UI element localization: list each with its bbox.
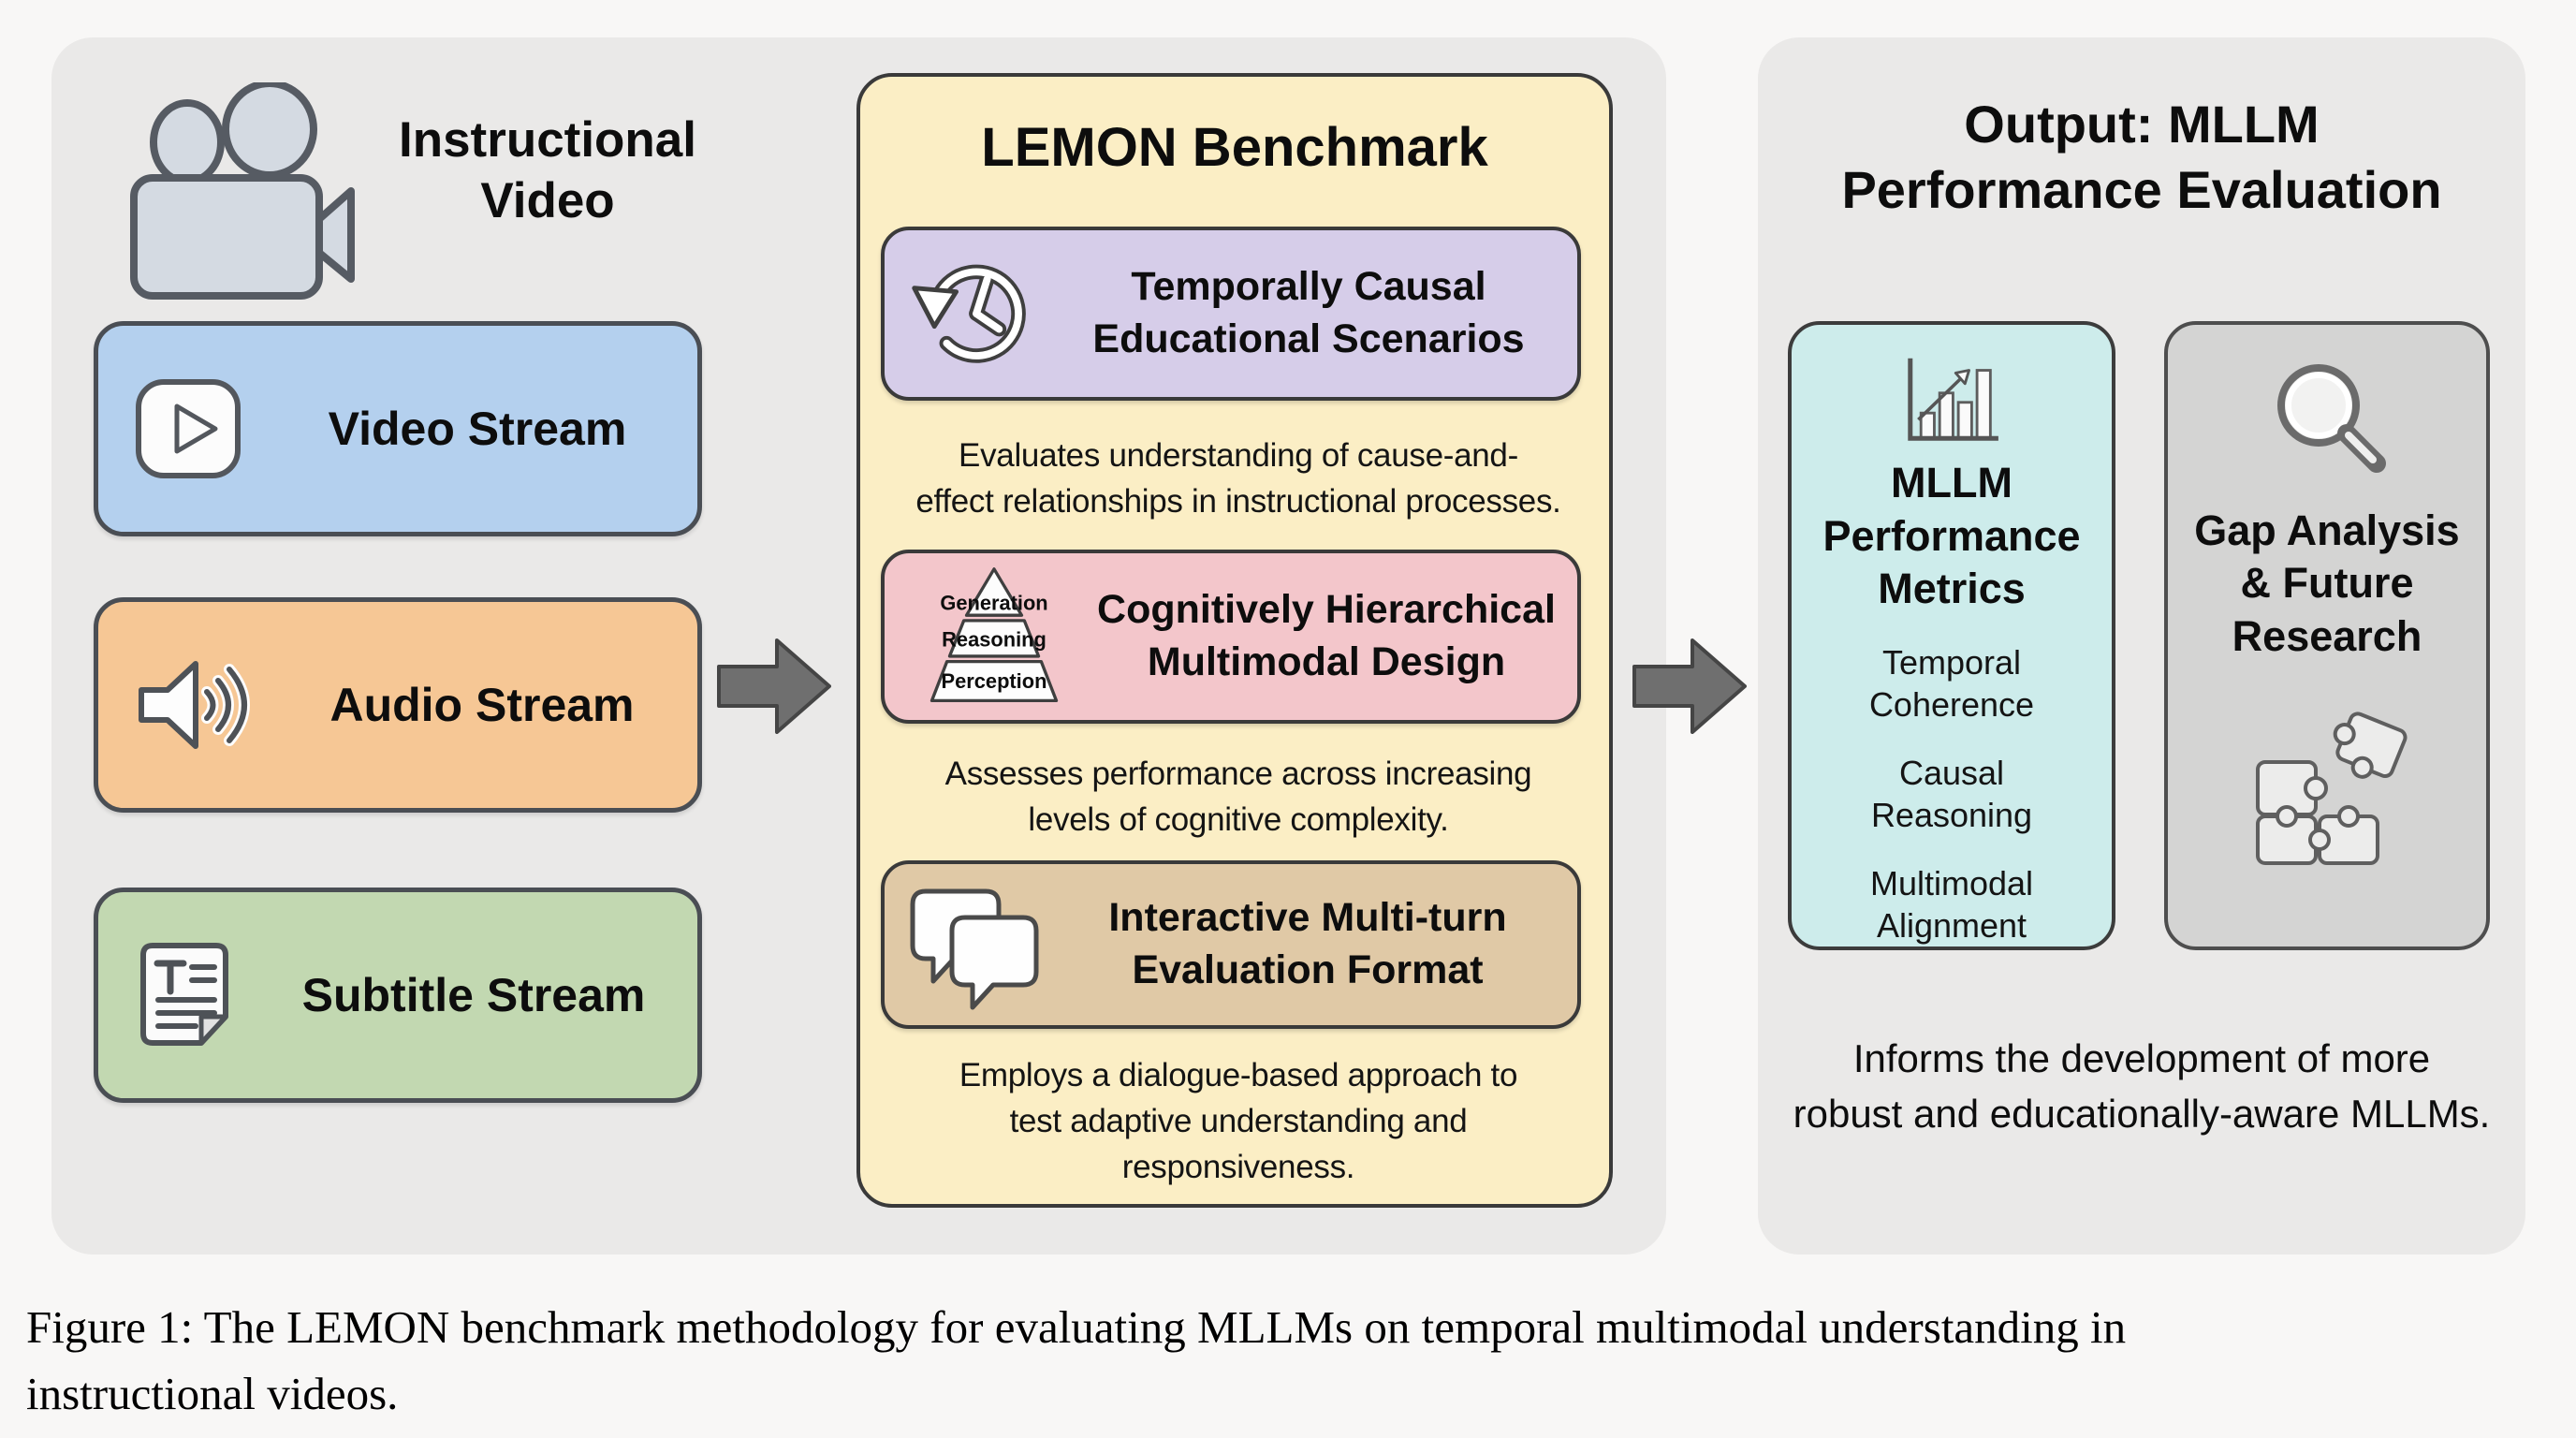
output-panel-title: Output: MLLM Performance Evaluation bbox=[1841, 95, 2442, 219]
output-footer-text: Informs the development of more robust a… bbox=[1793, 1036, 2491, 1136]
speaker-icon bbox=[139, 661, 250, 749]
interactive-multiturn-box: Interactive Multi-turn Evaluation Format bbox=[881, 860, 1581, 1029]
video-camera-icon bbox=[130, 82, 355, 300]
temporally-causal-title: Temporally Causal Educational Scenarios bbox=[1092, 264, 1525, 361]
metric-item: Temporal Coherence bbox=[1868, 643, 2035, 724]
metric-item: Causal Reasoning bbox=[1870, 754, 2033, 834]
stream-label: Audio Stream bbox=[329, 679, 635, 731]
cognitively-hierarchical-title: Cognitively Hierarchical Multimodal Desi… bbox=[1097, 587, 1556, 684]
play-icon bbox=[136, 379, 241, 478]
lemon-benchmark-panel: LEMON Benchmark Temporally Causal Educat… bbox=[856, 73, 1613, 1208]
metrics-card-title: MLLM Performance Metrics bbox=[1822, 459, 2081, 612]
mllm-metrics-card: MLLM Performance Metrics Temporal Cohere… bbox=[1788, 321, 2115, 950]
video-stream-box: Video Stream bbox=[94, 321, 702, 536]
flow-arrow-icon bbox=[1632, 638, 1747, 734]
clock-history-icon bbox=[912, 264, 1026, 363]
svg-text:Perception: Perception bbox=[942, 669, 1047, 693]
audio-stream-box: Audio Stream bbox=[94, 597, 702, 813]
gap-card-title: Gap Analysis & Future Research bbox=[2194, 506, 2460, 660]
svg-text:Reasoning: Reasoning bbox=[942, 627, 1046, 651]
interactive-multiturn-title: Interactive Multi-turn Evaluation Format bbox=[1108, 895, 1507, 992]
subtitle-stream-box: Subtitle Stream bbox=[94, 888, 702, 1103]
interactive-multiturn-description: Employs a dialogue-based approach to tes… bbox=[959, 1057, 1518, 1185]
stream-label: Subtitle Stream bbox=[301, 969, 646, 1021]
gap-analysis-card: Gap Analysis & Future Research bbox=[2164, 321, 2490, 950]
magnifier-icon bbox=[2277, 364, 2386, 473]
figure-caption: Figure 1: The LEMON benchmark methodolog… bbox=[26, 1301, 2127, 1420]
subtitle-document-icon bbox=[140, 943, 228, 1046]
stream-label: Video Stream bbox=[328, 403, 627, 455]
chat-bubbles-icon bbox=[910, 888, 1039, 1010]
flow-arrow-icon bbox=[717, 638, 831, 734]
puzzle-icon bbox=[2255, 712, 2408, 865]
temporally-causal-description: Evaluates understanding of cause-and- ef… bbox=[915, 437, 1561, 520]
svg-text:Generation: Generation bbox=[940, 592, 1047, 615]
cognitively-hierarchical-description: Assesses performance across increasing l… bbox=[944, 756, 1532, 838]
metric-item: Multimodal Alignment bbox=[1869, 864, 2034, 945]
temporally-causal-box: Temporally Causal Educational Scenarios bbox=[881, 227, 1581, 401]
cognition-pyramid-icon: Generation Reasoning Perception bbox=[929, 567, 1059, 703]
input-panel-title: Instructional Video bbox=[398, 112, 697, 228]
output-panel: Output: MLLM Performance Evaluation MLLM… bbox=[1758, 37, 2525, 1255]
bar-chart-icon bbox=[1908, 358, 1998, 441]
benchmark-title: LEMON Benchmark bbox=[981, 117, 1488, 178]
cognitively-hierarchical-box: Generation Reasoning Perception Cognitiv… bbox=[881, 550, 1581, 724]
